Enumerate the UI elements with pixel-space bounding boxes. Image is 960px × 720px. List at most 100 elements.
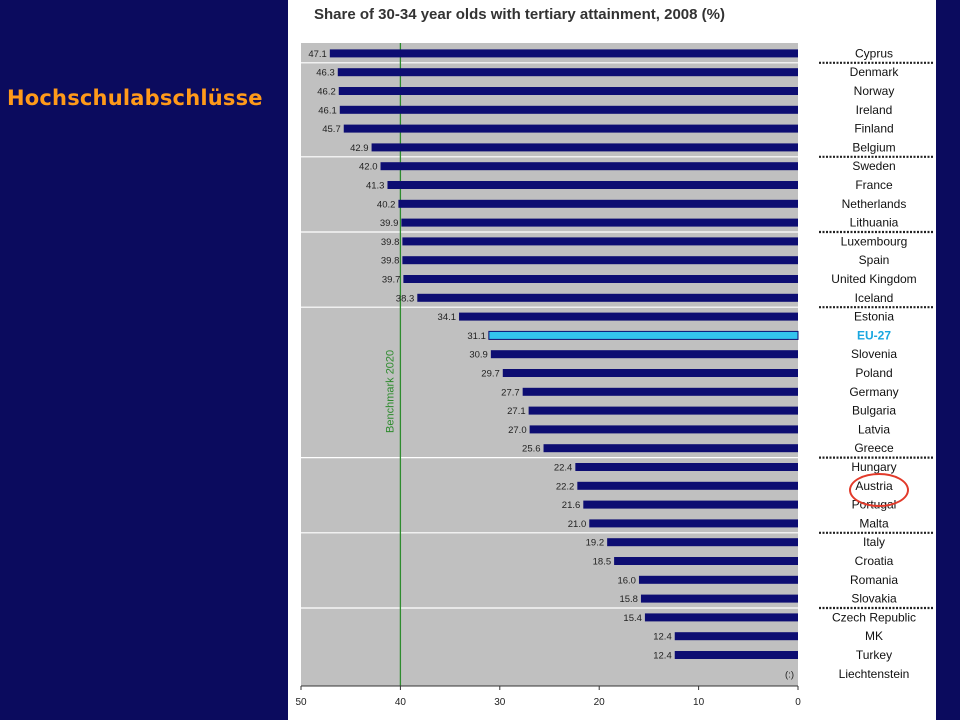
value-label: 31.1 [467,331,486,342]
value-label: 15.8 [619,594,638,605]
bar [674,651,798,659]
bar [529,425,798,434]
category-label: Greece [854,441,894,455]
bar [338,87,798,95]
category-label: Belgium [852,140,895,154]
value-label: 46.2 [317,87,336,98]
value-label: 16.0 [617,575,636,586]
value-label: 12.4 [653,632,672,643]
value-label: 27.1 [507,406,525,417]
value-label: 42.0 [359,162,378,173]
category-label: MK [865,629,883,643]
bar [490,350,798,359]
category-label: Liechtenstein [839,667,910,681]
bar [403,275,798,283]
value-label: 12.4 [653,651,672,662]
bar [528,406,798,415]
category-label: Germany [849,385,898,399]
bar [640,594,798,603]
bar [371,143,798,152]
value-label: 22.4 [554,463,573,474]
value-label: 18.5 [593,557,612,568]
bar [644,613,798,622]
bar [674,632,798,641]
value-label: 25.6 [522,444,541,455]
bar [343,124,798,133]
value-label: 47.1 [308,49,327,60]
category-label: Sweden [852,159,895,173]
value-label: 41.3 [366,181,385,192]
bar [607,538,798,547]
austria-highlight-circle [849,473,909,507]
bar [398,199,798,208]
bar-chart: Benchmark 2020 47.1 Cyprus 46.3 Denmark 46.2 N… [295,43,933,708]
category-label: Slovenia [851,347,897,361]
category-label: Malta [859,516,889,530]
value-label: 29.7 [481,369,500,380]
bar [488,330,799,340]
category-label: Iceland [855,291,894,305]
category-label: Latvia [858,422,890,436]
bar [380,162,798,171]
x-tick-label: 0 [795,697,801,708]
bar [329,49,798,58]
bar [339,105,798,114]
category-label: Estonia [854,310,894,324]
value-label: 34.1 [438,312,457,323]
category-label: Denmark [850,65,900,79]
category-label: Slovakia [851,592,897,606]
value-label: 15.4 [623,613,642,624]
category-label: Romania [850,573,898,587]
plot-area [301,43,798,686]
bar [589,519,798,528]
bar [401,218,798,227]
bar [577,481,798,490]
value-label: (:) [785,669,794,680]
value-label: 39.9 [380,218,399,229]
bar [638,575,798,584]
value-label: 40.2 [377,199,396,210]
category-label: EU-27 [857,328,891,342]
bar [337,68,798,77]
value-label: 42.9 [350,143,369,154]
value-label: 39.8 [381,237,400,248]
category-label: Poland [855,366,892,380]
chart-title: Share of 30-34 year olds with tertiary a… [314,6,725,23]
x-tick-label: 10 [693,697,705,708]
category-label: Turkey [856,648,892,662]
category-label: Hungary [851,460,896,474]
bar [502,369,798,377]
slide-title: Hochschulabschlüsse [7,86,263,110]
category-label: Finland [854,122,893,136]
x-tick-label: 20 [594,697,606,708]
category-label: Lithuania [850,216,899,230]
value-label: 45.7 [322,124,341,135]
value-label: 21.0 [568,519,587,530]
value-label: 38.3 [396,293,415,304]
bar [575,463,798,471]
category-label: Bulgaria [852,404,896,418]
bar [522,387,798,396]
x-tick-label: 30 [494,697,506,708]
category-label: United Kingdom [831,272,916,286]
value-label: 39.8 [381,256,400,267]
x-tick-label: 40 [395,697,407,708]
bar [417,293,798,302]
value-label: 22.2 [556,481,575,492]
category-label: France [855,178,893,192]
x-tick-label: 50 [295,697,307,708]
value-label: 21.6 [562,500,581,511]
chart-panel: Share of 30-34 year olds with tertiary a… [288,0,936,720]
bar [402,256,798,265]
value-label: 46.1 [318,105,337,116]
value-label: 27.7 [501,387,520,398]
value-label: 19.2 [586,538,605,549]
value-label: 46.3 [316,68,335,79]
category-label: Norway [854,84,895,98]
bar [583,500,798,509]
category-label: Ireland [856,103,893,117]
category-label: Luxembourg [841,234,908,248]
category-label: Czech Republic [832,610,916,624]
category-label: Netherlands [842,197,907,211]
bar [387,181,798,189]
